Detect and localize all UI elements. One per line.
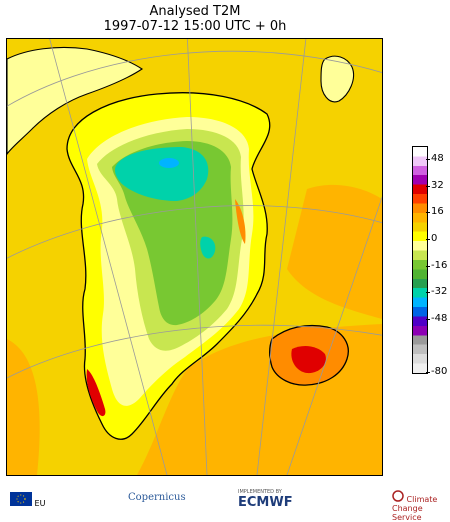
colorbar-tick-mark bbox=[426, 212, 430, 214]
iceland-hot bbox=[291, 346, 326, 374]
colorbar-tick-label: -80 bbox=[431, 366, 448, 377]
hot-spot-east bbox=[235, 199, 246, 244]
colorbar-tick-label: 16 bbox=[431, 206, 444, 218]
colorbar-tick-label: -16 bbox=[431, 259, 448, 271]
ecmwf-logo: IMPLEMENTED BY ECMWF bbox=[238, 489, 293, 510]
summit-coldest bbox=[159, 158, 179, 168]
temperature-map[interactable] bbox=[6, 38, 383, 476]
colorbar-tick-label: 0 bbox=[431, 233, 438, 245]
map-canvas bbox=[7, 39, 382, 475]
colorbar-tick-mark bbox=[426, 265, 430, 267]
summit-cold-north bbox=[114, 147, 209, 201]
eu-label: EU bbox=[34, 499, 46, 508]
colorbar-tick-mark bbox=[426, 159, 430, 161]
colorbar-tick-mark bbox=[426, 185, 430, 187]
ecmwf-implemented-by: IMPLEMENTED BY bbox=[238, 489, 282, 495]
eu-flag-icon bbox=[10, 492, 32, 506]
colorbar-tick-mark bbox=[426, 318, 430, 320]
colorbar-tick-label: 48 bbox=[431, 153, 444, 165]
warm-sea-east bbox=[287, 184, 382, 319]
colorbar-tick-label: 32 bbox=[431, 179, 444, 191]
footer: EU Copernicus IMPLEMENTED BY ECMWF Clima… bbox=[0, 484, 450, 522]
colorbar-tick-mark bbox=[426, 292, 430, 294]
ecmwf-label: ECMWF bbox=[238, 495, 293, 510]
eu-logo: EU bbox=[10, 492, 45, 508]
chart-title: Analysed T2M bbox=[149, 4, 241, 19]
chart-subtitle: 1997-07-12 15:00 UTC + 0h bbox=[103, 19, 287, 34]
colorbar-tick-label: -32 bbox=[431, 286, 448, 298]
c3s-logo: Climate Change Service bbox=[392, 490, 450, 522]
colorbar-tick-mark bbox=[426, 239, 430, 241]
svalbard bbox=[320, 55, 355, 103]
colorbar-tick-label: -48 bbox=[431, 312, 448, 324]
graticule bbox=[7, 39, 382, 475]
c3s-swirl-icon bbox=[392, 490, 404, 502]
north-islands bbox=[7, 46, 143, 155]
colorbar bbox=[412, 146, 428, 374]
colorbar-tick-mark bbox=[426, 372, 430, 373]
hot-spot-southwest bbox=[86, 369, 106, 417]
warm-sea-west bbox=[7, 339, 40, 475]
copernicus-logo: Copernicus bbox=[128, 492, 186, 503]
summit-cold-south bbox=[200, 236, 216, 259]
